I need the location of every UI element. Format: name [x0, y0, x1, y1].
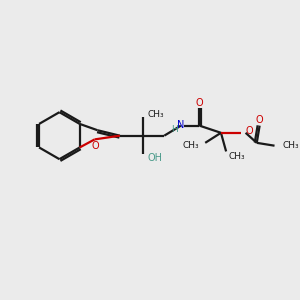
Text: N: N — [177, 120, 184, 130]
Text: O: O — [246, 126, 253, 136]
Text: O: O — [196, 98, 203, 108]
Text: OH: OH — [148, 153, 163, 163]
Text: O: O — [256, 116, 263, 125]
Text: H: H — [171, 125, 178, 134]
Text: O: O — [92, 141, 99, 151]
Text: CH₃: CH₃ — [229, 152, 246, 161]
Text: CH₃: CH₃ — [283, 141, 299, 150]
Text: CH₃: CH₃ — [183, 141, 200, 150]
Text: CH₃: CH₃ — [148, 110, 164, 119]
